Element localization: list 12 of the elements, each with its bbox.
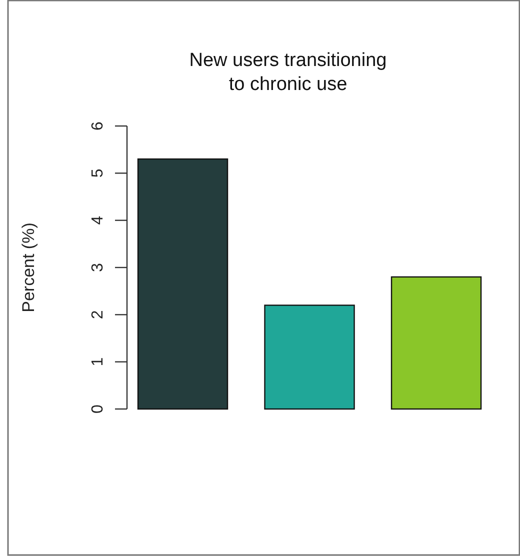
bar xyxy=(264,304,355,410)
y-tick-label: 2 xyxy=(90,310,106,320)
y-tick-label: 5 xyxy=(90,168,106,178)
bar xyxy=(137,158,228,410)
y-tick-label: 0 xyxy=(90,404,106,414)
chart-title: New users transitioning to chronic use xyxy=(189,50,387,95)
y-tick-label: 4 xyxy=(90,216,106,225)
bar xyxy=(390,276,482,410)
y-axis-title: Percent (%) xyxy=(19,222,38,312)
y-tick-label: 6 xyxy=(90,121,106,130)
y-tick-label: 1 xyxy=(90,357,106,366)
y-tick-label: 3 xyxy=(90,262,106,272)
